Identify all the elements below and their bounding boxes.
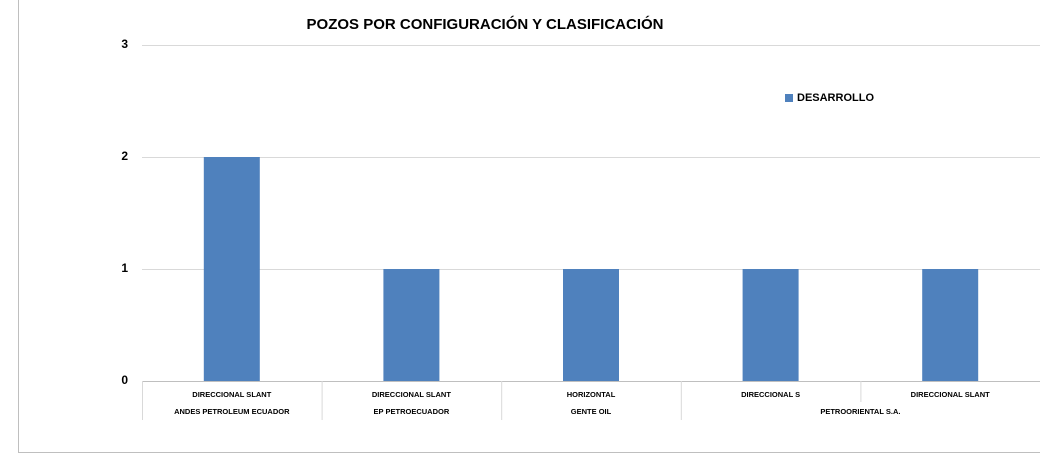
group-label: EP PETROECUADOR [374,407,450,416]
legend-swatch [785,94,793,102]
group-label: ANDES PETROLEUM ECUADOR [174,407,290,416]
x-tick-label: DIRECCIONAL S [741,390,800,399]
bar [563,269,619,381]
x-tick-label: DIRECCIONAL SLANT [192,390,271,399]
bar [742,269,799,381]
legend-label: DESARROLLO [797,92,874,104]
bar [383,269,440,381]
y-tick-label: 1 [121,261,128,275]
group-label: GENTE OIL [571,407,612,416]
y-tick-label: 3 [121,37,128,51]
x-tick-label: DIRECCIONAL SLANT [911,390,990,399]
x-tick-label: HORIZONTAL [567,390,616,399]
bar [203,157,260,381]
group-label: PETROORIENTAL S.A. [820,407,900,416]
y-tick-label: 0 [121,373,128,387]
y-tick-label: 2 [121,149,128,163]
bar [922,269,979,381]
x-tick-label: DIRECCIONAL SLANT [372,390,451,399]
chart-title: POZOS POR CONFIGURACIÓN Y CLASIFICACIÓN [307,15,664,33]
